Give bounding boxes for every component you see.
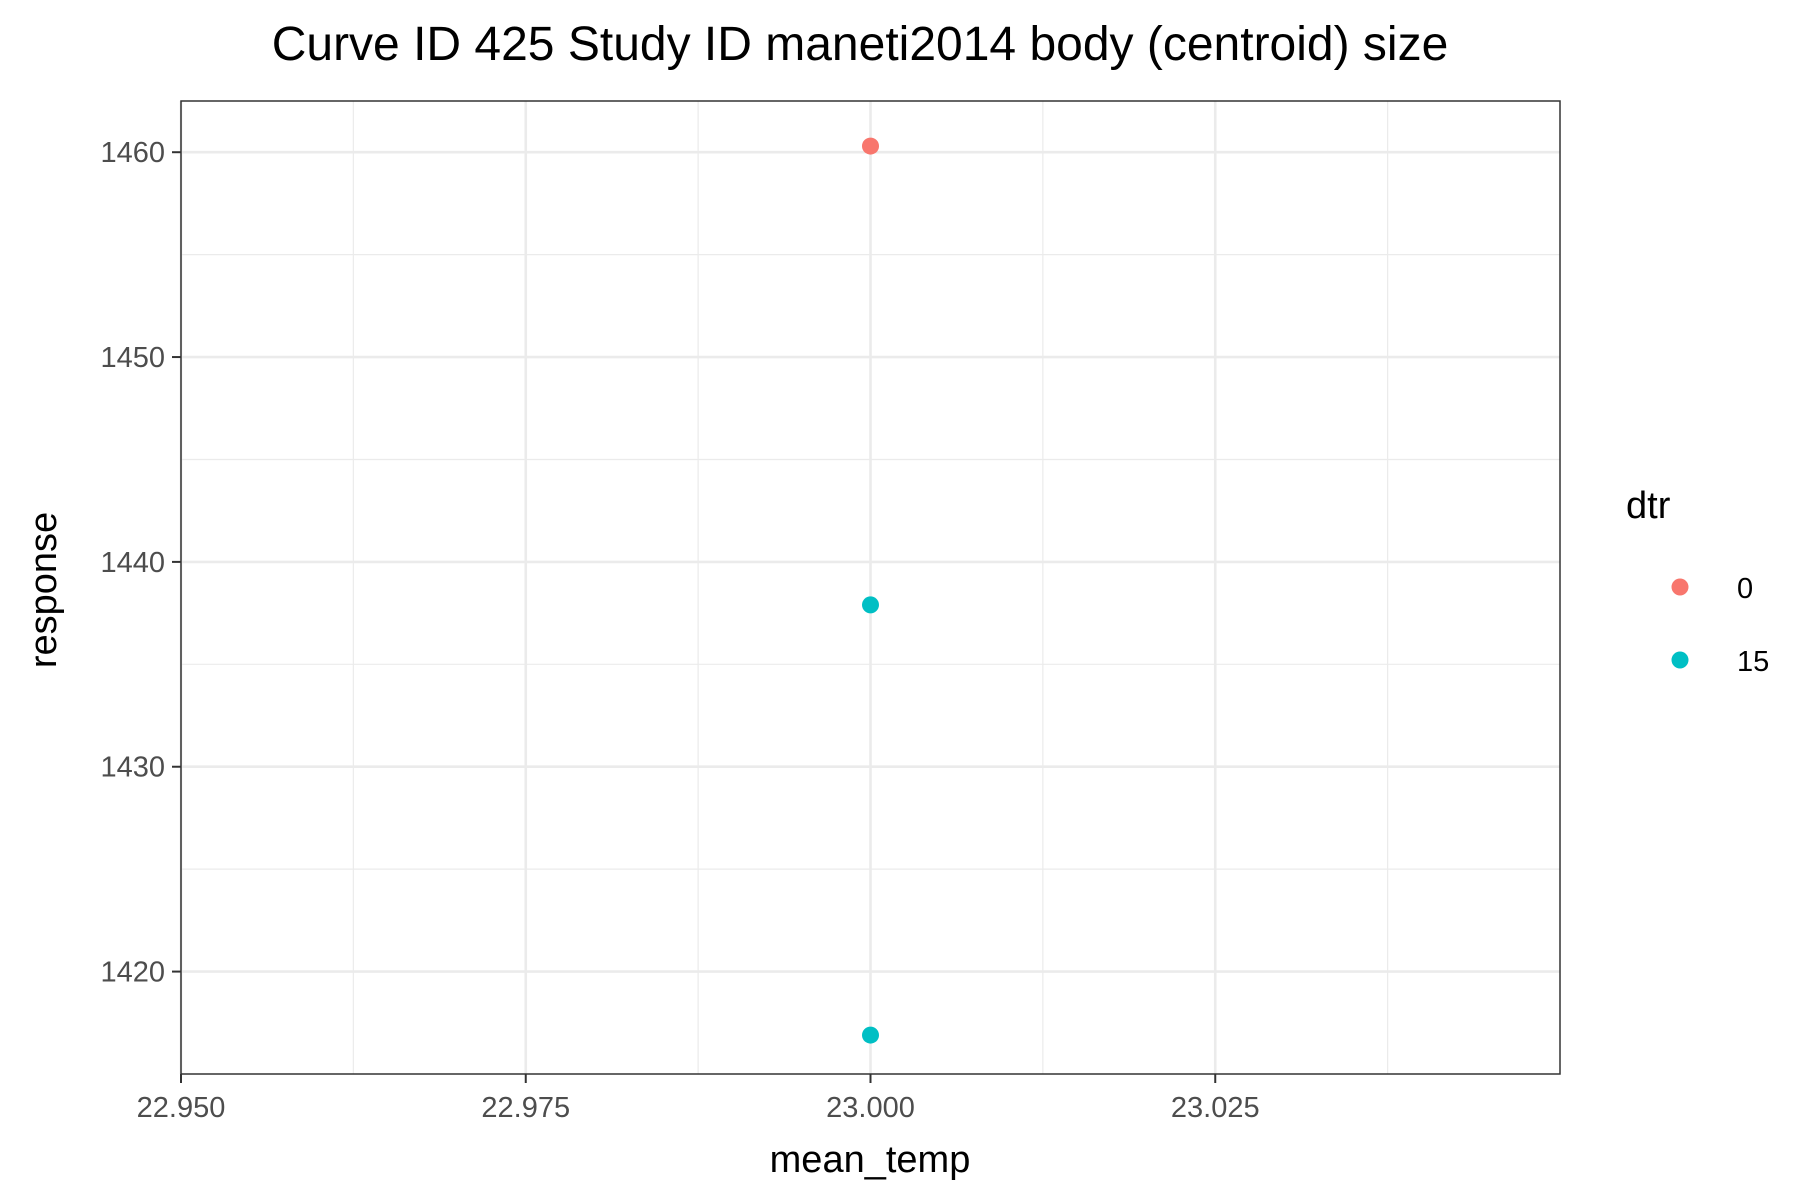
legend-entries: 0 15 [1671,573,1769,678]
legend-label: 15 [1737,646,1769,678]
data-point-dtr-0 [862,137,879,155]
data-point-dtr-15 [862,596,879,614]
x-tick-label: 22.950 [137,1092,226,1124]
legend-key-15 [1671,651,1689,669]
legend-label: 0 [1737,573,1753,605]
y-tick-label: 1440 [100,547,165,579]
legend-title: dtr [1626,485,1671,527]
y-tick-label: 1460 [100,137,165,169]
y-axis: 1420 1430 1440 1450 1460 [100,137,181,989]
x-tick-label: 22.975 [481,1092,570,1124]
x-tick-label: 23.025 [1171,1092,1260,1124]
x-axis-title: mean_temp [770,1139,971,1181]
y-axis-title: response [23,512,65,668]
data-point-dtr-15 [862,1026,879,1044]
y-tick-label: 1430 [100,752,165,784]
data-points [862,137,879,1044]
legend: dtr 0 15 [1626,485,1769,678]
legend-key-0 [1671,578,1689,596]
plot-panel [179,100,1561,1075]
y-tick-label: 1420 [100,957,165,989]
x-tick-label: 23.000 [826,1092,915,1124]
x-axis: 22.950 22.975 23.000 23.025 [137,1074,1260,1124]
chart-title: Curve ID 425 Study ID maneti2014 body (c… [272,18,1449,71]
y-tick-label: 1450 [100,342,165,374]
